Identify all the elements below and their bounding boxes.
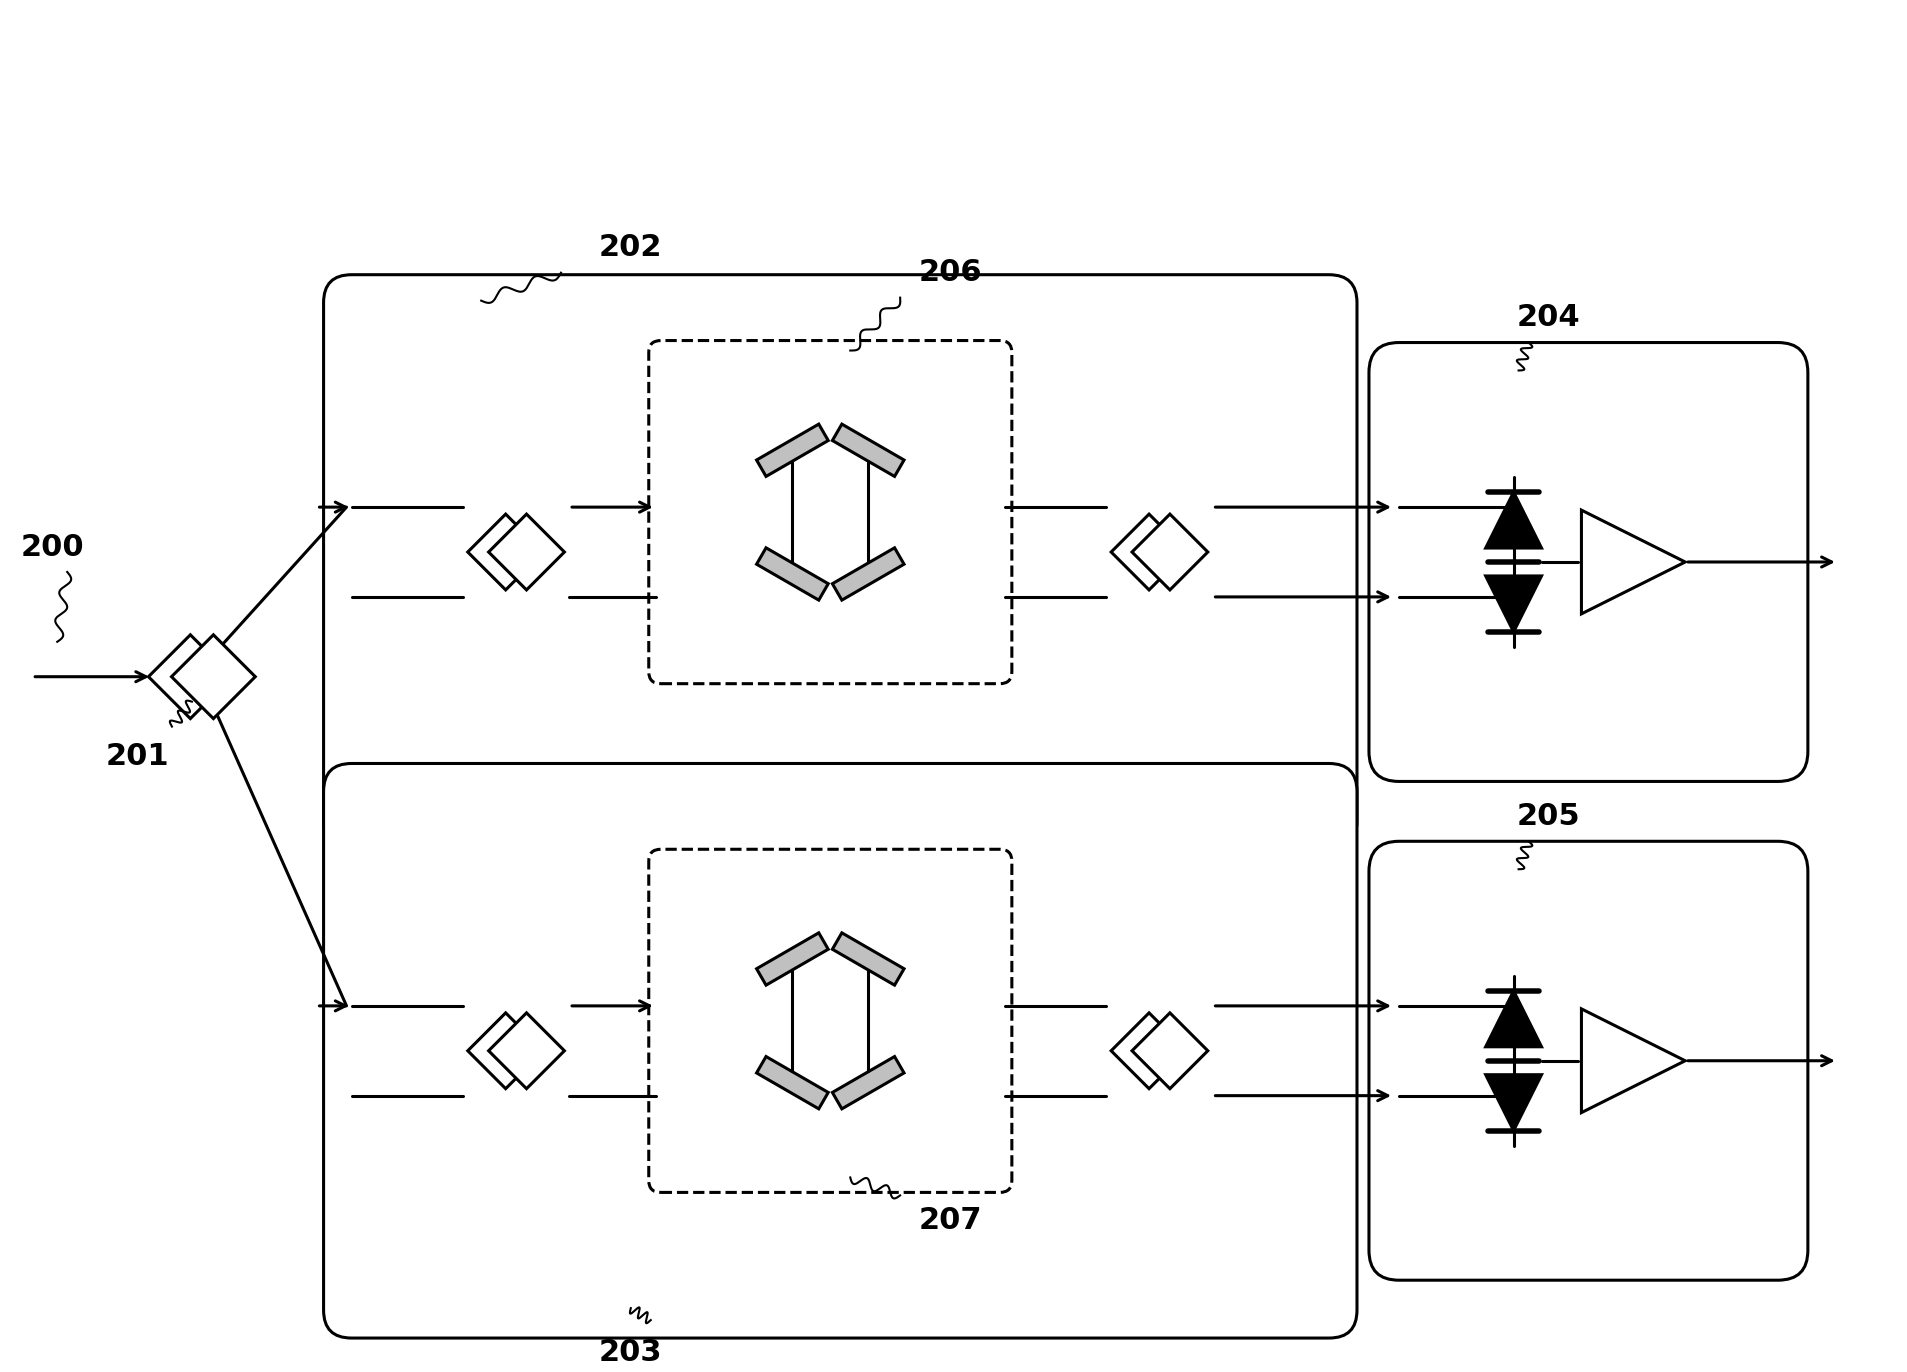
Polygon shape — [1131, 514, 1207, 590]
Polygon shape — [757, 933, 828, 985]
Polygon shape — [757, 424, 828, 476]
FancyBboxPatch shape — [324, 763, 1356, 1338]
FancyBboxPatch shape — [1367, 343, 1808, 782]
Polygon shape — [1131, 1013, 1207, 1088]
Polygon shape — [831, 424, 904, 476]
Polygon shape — [1486, 991, 1541, 1047]
Polygon shape — [1581, 1008, 1684, 1113]
Polygon shape — [488, 514, 564, 590]
Text: 206: 206 — [917, 258, 982, 287]
Text: 203: 203 — [599, 1338, 662, 1367]
Text: 204: 204 — [1516, 303, 1579, 332]
Polygon shape — [1486, 576, 1541, 632]
Polygon shape — [831, 933, 904, 985]
FancyBboxPatch shape — [648, 849, 1011, 1192]
Polygon shape — [1581, 510, 1684, 613]
Polygon shape — [1110, 514, 1186, 590]
Polygon shape — [831, 1056, 904, 1109]
Text: 200: 200 — [21, 532, 84, 561]
Polygon shape — [467, 1013, 543, 1088]
Polygon shape — [172, 635, 256, 719]
Polygon shape — [149, 635, 233, 719]
Text: 201: 201 — [105, 742, 168, 771]
Text: 207: 207 — [917, 1206, 982, 1235]
FancyBboxPatch shape — [648, 340, 1011, 683]
Text: 205: 205 — [1516, 801, 1579, 831]
Polygon shape — [467, 514, 543, 590]
Polygon shape — [831, 547, 904, 600]
Polygon shape — [1486, 493, 1541, 547]
FancyBboxPatch shape — [1367, 841, 1808, 1280]
Polygon shape — [488, 1013, 564, 1088]
Polygon shape — [1110, 1013, 1186, 1088]
FancyBboxPatch shape — [324, 274, 1356, 849]
Text: 202: 202 — [599, 233, 662, 262]
Polygon shape — [1486, 1074, 1541, 1131]
Polygon shape — [757, 1056, 828, 1109]
Polygon shape — [757, 547, 828, 600]
